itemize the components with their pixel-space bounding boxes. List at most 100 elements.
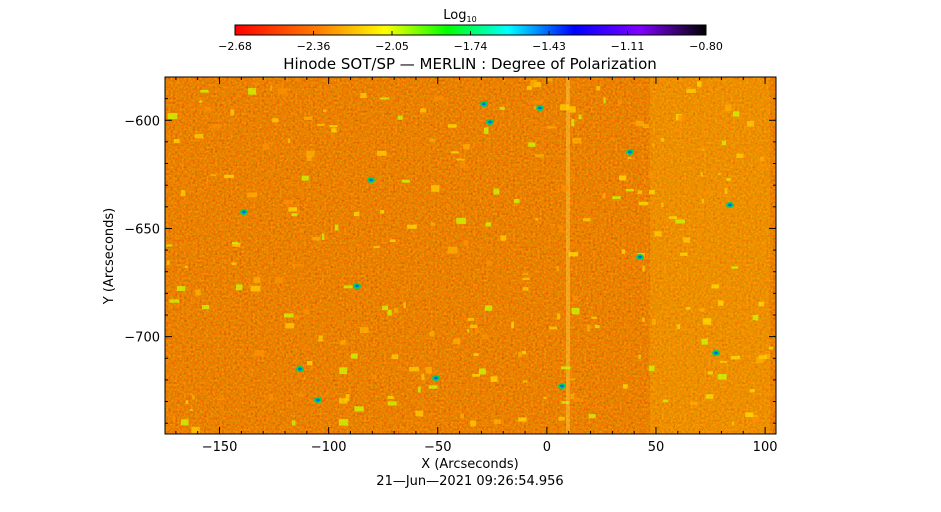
polarization-spot-core [560, 384, 564, 388]
polarization-speckle [340, 340, 346, 345]
y-axis-label: Y (Arcseconds) [102, 208, 117, 305]
polarization-speckle [768, 346, 774, 350]
polarization-speckle [627, 156, 632, 159]
polarization-speckle [317, 123, 325, 126]
polarization-speckle [635, 120, 644, 126]
polarization-speckle [612, 196, 621, 200]
polarization-speckle [651, 143, 655, 147]
polarization-speckle [232, 243, 241, 247]
colorbar-tick-label: −1.11 [611, 40, 645, 53]
polarization-speckle [323, 109, 327, 112]
polarization-speckle [752, 415, 759, 423]
polarization-speckle [546, 126, 556, 129]
polarization-speckle [338, 398, 348, 404]
polarization-speckle [185, 400, 189, 404]
timestamp: 21—Jun—2021 09:26:54.956 [376, 474, 563, 489]
x-tick-label: 0 [543, 440, 551, 455]
polarization-speckle [467, 329, 470, 333]
polarization-speckle [717, 374, 727, 380]
polarization-speckle [291, 420, 296, 426]
polarization-speckle [699, 308, 705, 312]
polarization-speckle [522, 287, 529, 291]
colorbar: Log10 −2.68 −2.36 −2.05 −1.74 −1.43 −1.11 −0.8… [218, 8, 723, 53]
polarization-speckle [184, 265, 188, 268]
polarization-speckle [578, 114, 582, 120]
polarization-speckle [456, 158, 465, 161]
x-tick-label: 100 [753, 440, 778, 455]
colorbar-title: Log10 [443, 8, 476, 24]
heatmap-image [165, 77, 776, 434]
polarization-speckle [733, 111, 740, 117]
polarization-speckle [397, 115, 403, 120]
polarization-speckle [711, 284, 720, 289]
polarization-spot-core [242, 210, 246, 214]
polarization-speckle [594, 325, 600, 329]
polarization-spot-core [628, 150, 632, 154]
polarization-speckle [596, 86, 600, 91]
polarization-speckle [470, 420, 476, 427]
polarization-speckle [642, 123, 650, 128]
polarization-speckle [522, 351, 527, 355]
polarization-speckle [331, 128, 337, 133]
polarization-speckle [166, 244, 173, 247]
polarization-speckle [707, 371, 713, 375]
polarization-speckle [718, 300, 724, 306]
polarization-spot-core [714, 351, 718, 355]
polarization-speckle [642, 317, 645, 322]
polarization-speckle [637, 190, 643, 195]
polarization-speckle [287, 138, 290, 143]
polarization-speckle [318, 335, 323, 342]
polarization-speckle [724, 187, 728, 195]
polarization-speckle [216, 398, 225, 401]
polarization-speckle [291, 213, 298, 217]
polarization-speckle [191, 426, 200, 433]
polarization-speckle [560, 366, 571, 370]
polarization-spot-core [316, 398, 320, 402]
polarization-speckle [648, 365, 655, 372]
polarization-speckle [764, 353, 771, 359]
polarization-speckle [231, 262, 237, 266]
polarization-speckle [394, 307, 398, 314]
polarization-speckle [447, 246, 458, 254]
colorbar-tick-label: −2.05 [375, 40, 409, 53]
polarization-speckle [377, 150, 387, 156]
polarization-speckle [180, 190, 186, 197]
polarization-speckle [274, 277, 284, 284]
polarization-speckle [403, 302, 406, 309]
colorbar-tick-label: −0.80 [689, 40, 723, 53]
polarization-speckle [251, 369, 255, 372]
polarization-speckle [648, 172, 653, 179]
polarization-spot-core [482, 102, 486, 106]
polarization-speckle [223, 123, 227, 126]
polarization-speckle [189, 409, 193, 412]
polarization-speckle [672, 129, 682, 132]
polarization-speckle [277, 88, 288, 95]
polarization-speckle [334, 224, 339, 231]
polarization-speckle [490, 376, 498, 382]
polarization-speckle [285, 323, 295, 329]
polarization-speckle [697, 81, 702, 87]
polarization-speckle [482, 333, 489, 340]
polarization-speckle [200, 89, 209, 93]
polarization-speckle [649, 189, 655, 195]
polarization-speckle [450, 151, 459, 154]
polarization-speckle [758, 355, 767, 359]
y-tick-label: −650 [124, 222, 160, 237]
polarization-speckle [567, 378, 576, 381]
polarization-speckle [686, 88, 696, 93]
polarization-speckle [730, 355, 741, 360]
polarization-speckle [533, 82, 541, 88]
polarization-speckle [654, 231, 662, 237]
polarization-speckle [528, 142, 536, 147]
polarization-speckle [415, 410, 423, 417]
polarization-spot-core [355, 284, 359, 288]
polarization-speckle [429, 331, 435, 337]
polarization-speckle [546, 78, 553, 82]
polarization-speckle [272, 118, 279, 123]
polarization-speckle [586, 325, 591, 332]
polarization-speckle [387, 401, 397, 406]
polarization-speckle [210, 173, 217, 177]
polarization-speckle [199, 100, 202, 103]
polarization-speckle [431, 185, 440, 192]
colorbar-tick-label: −1.74 [454, 40, 488, 53]
